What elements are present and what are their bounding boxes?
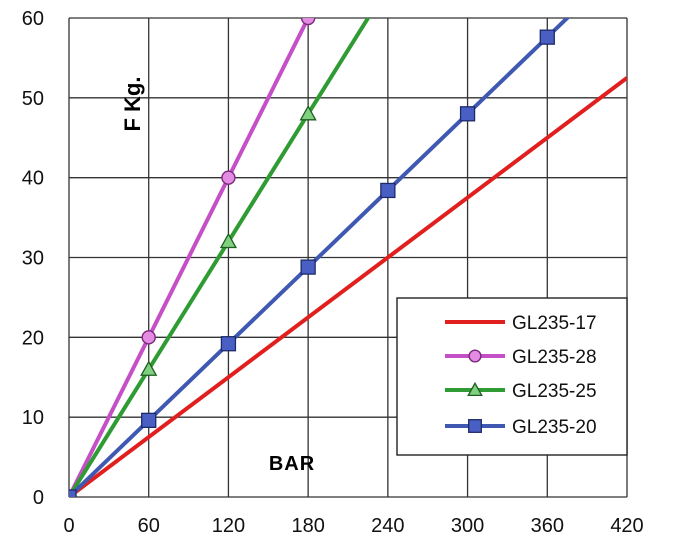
data-point-GL235-28 [141,330,156,345]
y-tick-label: 60 [22,8,44,30]
y-axis-label: F Kg. [120,77,145,132]
series-line-GL235-28 [69,18,310,497]
data-point-GL235-20 [141,412,157,429]
axis-layer: 0 60 120 180 240 300 360 420 0 10 20 30 40 50 60 [22,8,644,537]
data-point-GL235-20 [459,106,476,122]
y-tick-label: 20 [22,327,44,349]
data-point-GL235-20 [300,259,316,275]
x-tick-label: 60 [138,515,160,537]
x-tick-label: 360 [531,515,564,537]
data-point-GL235-20 [380,182,396,199]
x-tick-label: 0 [63,515,74,537]
legend-item: GL235-20 [445,417,597,438]
data-point-GL235-25 [299,104,317,121]
data-point-GL235-28 [221,170,236,185]
legend-marker [467,381,483,397]
x-tick-label: 120 [212,515,245,537]
legend-label: GL235-17 [512,313,597,334]
series-line-GL235-25 [69,18,371,497]
legend-item: GL235-17 [445,313,597,334]
legend-item: GL235-25 [445,381,597,402]
legend: GL235-17 GL235-28 GL235-25 GL235-20 [396,297,628,456]
legend-marker [468,419,482,433]
legend-label: GL235-25 [512,381,597,402]
x-tick-label: 420 [610,515,643,537]
y-tick-label: 0 [33,487,44,509]
series-line-GL235-17 [69,76,627,497]
x-tick-label: 240 [371,515,404,537]
legend-box [396,297,628,456]
legend-marker [468,349,482,363]
series-line-GL235-20 [69,18,571,497]
x-axis-label: BAR [269,453,315,475]
data-point-GL235-28 [300,18,316,26]
data-point-GL235-20 [220,336,237,352]
data-point-GL235-20 [69,489,77,497]
legend-label: GL235-20 [512,417,597,438]
x-tick-label: 180 [291,515,324,537]
y-tick-label: 30 [22,248,44,270]
y-tick-label: 50 [22,88,44,110]
data-point-GL235-25 [140,360,158,376]
y-tick-label: 10 [22,407,44,429]
legend-label: GL235-28 [512,347,597,368]
data-point-GL235-25 [219,232,238,249]
series-layer [69,18,627,497]
y-tick-label: 40 [22,168,44,190]
x-tick-label: 300 [451,515,484,537]
legend-item: GL235-28 [445,347,597,368]
data-point-GL235-20 [539,29,555,45]
